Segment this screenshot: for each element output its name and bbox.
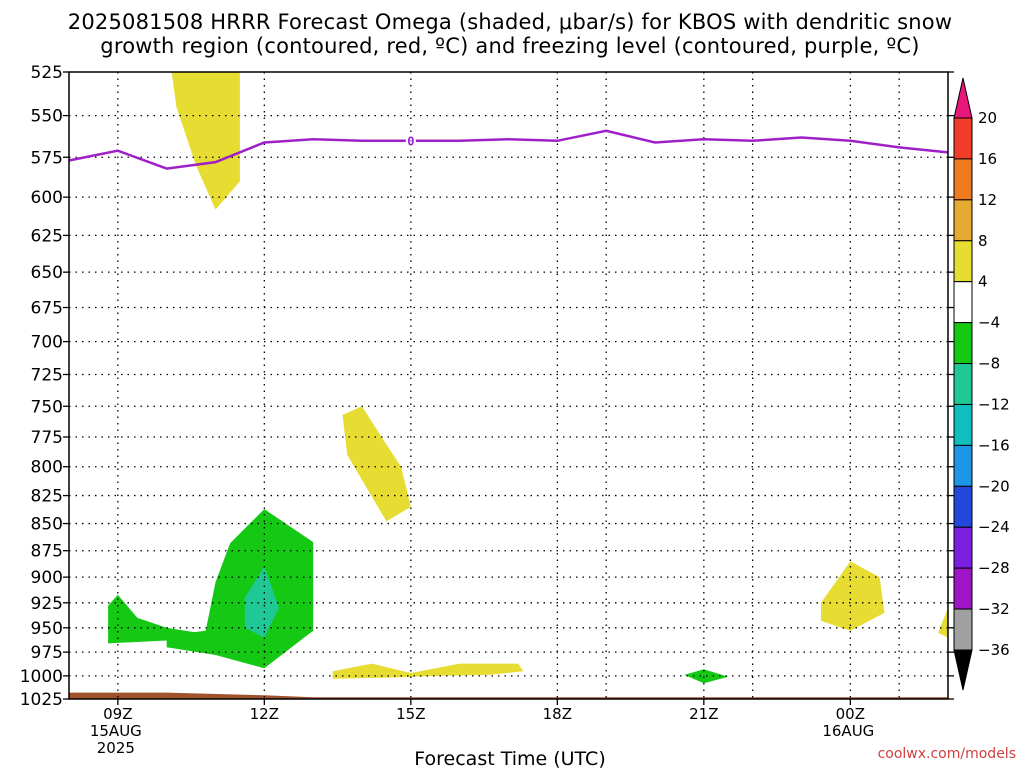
colorbar-label: −36 [978, 641, 1010, 659]
y-tick-label: 750 [31, 397, 63, 417]
y-tick-label: 850 [31, 515, 63, 535]
y-tick-label: 700 [31, 333, 63, 353]
y-tick-label: 950 [31, 619, 63, 639]
x-tick-sublabel: 16AUG [822, 722, 874, 740]
x-tick-label: 15Z [396, 705, 425, 723]
y-tick-label: 975 [31, 643, 63, 663]
colorbar-segment [953, 158, 973, 201]
y-axis: 525 550 575 600 625 650 675 700 725 750 775 800 825 8… [20, 63, 954, 710]
colorbar-segment [953, 281, 973, 324]
y-tick-label: 900 [31, 568, 63, 588]
x-tick-label: 12Z [250, 705, 279, 723]
plot-frame [68, 71, 949, 700]
omega-region-6 [108, 594, 216, 644]
y-tick-label: 925 [31, 594, 63, 614]
y-tick-label: 775 [31, 428, 63, 448]
colorbar-label: −28 [978, 559, 1010, 577]
omega-region-9 [244, 566, 279, 638]
y-tick-label: 875 [31, 542, 63, 562]
x-tick-label: 09Z [103, 705, 132, 723]
chart-title-line1: 2025081508 HRRR Forecast Omega (shaded, … [68, 10, 952, 34]
colorbar-segment [953, 199, 973, 242]
y-tick-label: 725 [31, 365, 63, 385]
y-tick-label: 650 [31, 263, 63, 283]
chart-title-line2: growth region (contoured, red, ºC) and f… [100, 34, 919, 58]
colorbar-top-arrow [953, 77, 973, 119]
omega-region-2 [342, 406, 411, 522]
colorbar-label: 16 [978, 150, 997, 168]
colorbar-label: −16 [978, 436, 1010, 454]
y-tick-label: 550 [31, 107, 63, 127]
colorbar-segment [953, 485, 973, 528]
freezing-level-line [68, 129, 949, 170]
colorbar-segment [953, 363, 973, 405]
omega-region-1 [171, 72, 240, 210]
colorbar-label: −20 [978, 477, 1010, 495]
freezing-level-layer: 0 [68, 129, 949, 170]
y-tick-label: 575 [31, 148, 63, 168]
colorbar-label: 20 [978, 109, 997, 127]
credit-text: coolwx.com/models [878, 746, 1016, 762]
colorbar-segment [953, 444, 973, 487]
x-axis-label: Forecast Time (UTC) [414, 748, 605, 768]
colorbar-label: −24 [978, 518, 1010, 536]
x-tick-label: 00Z [836, 705, 865, 723]
colorbar-label: −32 [978, 600, 1010, 618]
terrain-fill [69, 692, 948, 699]
colorbar-segment [953, 567, 973, 610]
x-tick-sublabel: 15AUG [90, 722, 142, 740]
grid-lines [69, 72, 948, 699]
x-tick-label: 18Z [543, 705, 572, 723]
omega-shaded-regions [69, 72, 948, 699]
y-tick-label: 1000 [20, 667, 63, 687]
colorbar-segment [953, 403, 973, 446]
colorbar-label: 4 [978, 273, 988, 291]
colorbar-label: −12 [978, 395, 1010, 413]
colorbar-segment [953, 526, 973, 569]
colorbar-segment [953, 117, 973, 160]
y-tick-label: 825 [31, 487, 63, 507]
y-tick-label: 675 [31, 299, 63, 319]
freezing-level-label: 0 [407, 134, 414, 148]
y-tick-label: 800 [31, 458, 63, 478]
colorbar: 20 16 12 8 4 −4 −8 −12 −16 −20 −24 −28 −32 −36 [953, 77, 1010, 691]
omega-region-5 [938, 607, 948, 638]
omega-region-4 [821, 561, 885, 631]
colorbar-label: −8 [978, 355, 1000, 373]
x-tick-label: 21Z [689, 705, 718, 723]
y-tick-label: 525 [31, 63, 63, 83]
freezing-level-label-bg [405, 133, 416, 148]
colorbar-segment [953, 322, 973, 365]
colorbar-segment [953, 240, 973, 283]
y-tick-label: 1025 [20, 690, 63, 710]
colorbar-bottom-arrow [953, 649, 973, 691]
x-tick-sublabel: 2025 [97, 739, 135, 757]
colorbar-label: 12 [978, 191, 997, 209]
colorbar-label: 8 [978, 232, 988, 250]
colorbar-label: −4 [978, 314, 1000, 332]
y-tick-label: 625 [31, 226, 63, 246]
colorbar-segment [953, 608, 973, 651]
omega-region-3 [332, 663, 524, 679]
omega-region-7 [166, 509, 314, 669]
y-tick-label: 600 [31, 188, 63, 208]
